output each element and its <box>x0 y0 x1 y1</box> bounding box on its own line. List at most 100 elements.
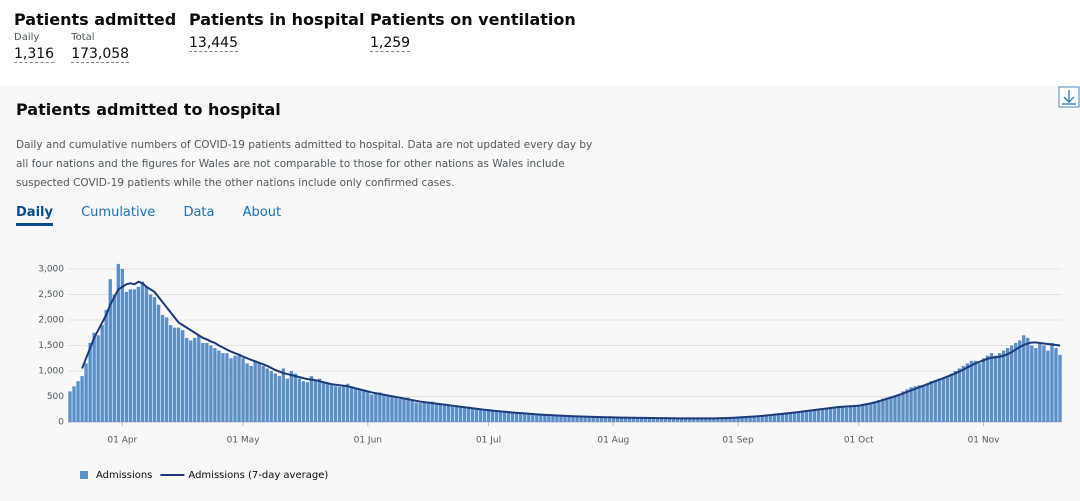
bar <box>510 412 515 422</box>
bar <box>587 416 591 422</box>
x-tick-label: 01 May <box>227 436 261 446</box>
bar <box>675 418 680 422</box>
bar <box>643 418 648 422</box>
bar <box>519 413 523 422</box>
bar <box>780 413 785 422</box>
y-tick-label: 0 <box>58 418 64 428</box>
bar <box>800 411 805 422</box>
bar <box>482 409 487 422</box>
y-tick-label: 1,000 <box>38 367 64 377</box>
bar <box>655 417 660 422</box>
bar <box>446 405 450 422</box>
bar <box>563 415 567 422</box>
bar <box>301 381 306 422</box>
bar <box>478 409 483 422</box>
bar <box>470 408 475 422</box>
bar <box>539 414 543 422</box>
bar <box>277 376 281 422</box>
bar <box>760 415 764 422</box>
bar <box>873 401 877 422</box>
stat: 13,445 <box>189 32 238 52</box>
bar <box>953 371 958 422</box>
bar <box>221 353 225 422</box>
bar <box>96 335 100 422</box>
bar <box>398 399 402 422</box>
bar <box>881 398 885 422</box>
bar <box>213 348 217 422</box>
bar <box>812 409 817 422</box>
bar <box>193 337 197 422</box>
bar <box>136 286 141 422</box>
summary-card: Patients on ventilation 1,259 <box>370 10 576 52</box>
download-button[interactable] <box>1058 86 1080 108</box>
bar <box>571 416 575 422</box>
bar <box>836 406 841 422</box>
bar <box>84 363 88 422</box>
bar <box>897 393 901 422</box>
bar <box>680 418 684 422</box>
bar <box>257 363 261 422</box>
stat-label: Daily <box>14 32 40 43</box>
tab[interactable]: About <box>242 205 282 220</box>
bar <box>325 383 330 422</box>
tab[interactable]: Cumulative <box>81 205 156 220</box>
bar <box>406 397 410 422</box>
bar <box>1001 350 1006 422</box>
bar <box>917 385 921 422</box>
bar <box>740 417 744 422</box>
tab[interactable]: Data <box>183 205 215 220</box>
bar <box>172 327 177 422</box>
bar <box>567 415 571 422</box>
bar <box>317 378 322 422</box>
bar <box>217 350 221 422</box>
bar <box>965 363 970 422</box>
stat: Total 173,058 <box>71 29 130 63</box>
bar <box>788 412 793 422</box>
panel-description: Daily and cumulative numbers of COVID-19… <box>16 136 592 193</box>
bar <box>430 401 434 422</box>
bar <box>969 360 974 422</box>
stat-value: 173,058 <box>71 46 130 63</box>
bar <box>700 418 704 422</box>
bar <box>112 294 116 422</box>
bar <box>350 386 354 422</box>
bar <box>792 412 797 422</box>
tab[interactable]: Daily <box>16 205 53 226</box>
bar <box>712 418 716 422</box>
bar <box>148 294 153 422</box>
bar <box>659 418 664 422</box>
legend-swatch <box>80 471 88 479</box>
bar <box>386 396 390 422</box>
bar <box>824 408 829 422</box>
bar <box>684 418 688 422</box>
bar <box>993 355 998 422</box>
bar <box>309 376 314 422</box>
bar <box>410 400 414 422</box>
card-title: Patients in hospital <box>189 10 365 29</box>
bar <box>635 417 640 422</box>
bar <box>358 389 362 422</box>
bar <box>627 417 632 422</box>
bar <box>132 289 137 422</box>
bar <box>973 360 978 422</box>
y-tick-label: 500 <box>47 392 64 402</box>
x-tick-label: 01 Aug <box>597 436 629 446</box>
bar <box>941 377 945 422</box>
bar <box>816 409 821 422</box>
bar <box>732 417 736 422</box>
bar <box>92 332 96 422</box>
bar <box>181 330 185 422</box>
bar <box>977 363 982 422</box>
card-title: Patients on ventilation <box>370 10 576 29</box>
bar <box>341 385 346 422</box>
bar <box>333 386 338 422</box>
bar <box>704 418 708 422</box>
summary-card: Patients in hospital 13,445 <box>189 10 365 52</box>
bar <box>422 402 426 422</box>
bar <box>124 291 129 422</box>
bar <box>591 416 595 422</box>
bar <box>321 382 326 422</box>
bar <box>281 368 285 422</box>
x-tick-label: 01 Apr <box>107 436 137 446</box>
